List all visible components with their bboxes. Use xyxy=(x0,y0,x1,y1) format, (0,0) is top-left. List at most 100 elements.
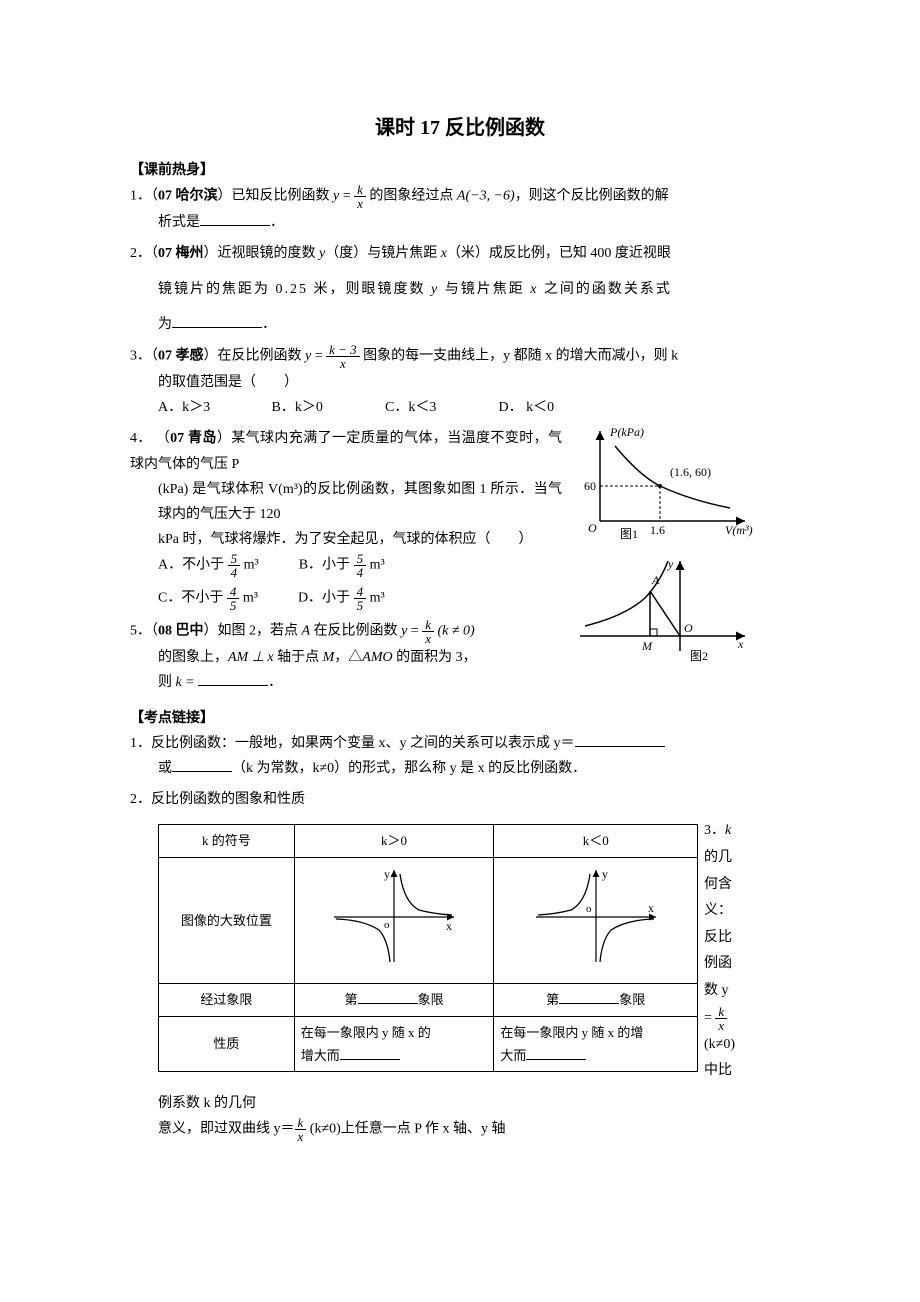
text: 中比 xyxy=(704,1063,732,1078)
axis-y-label: P(kPa) xyxy=(609,426,644,439)
text: 之间的函数关系式 xyxy=(538,282,672,297)
q5-source: 08 巴中 xyxy=(158,624,204,639)
text: 在每一象限内 y 随 x 的增 xyxy=(500,1025,643,1040)
unit: m³ xyxy=(366,558,385,573)
q2-line3: 为． xyxy=(158,312,790,337)
opt-a: A．不小于 54 m³ xyxy=(158,552,259,579)
label-m: M xyxy=(641,639,653,653)
text: ）在反比例函数 xyxy=(204,349,306,364)
perp: AM ⊥ x xyxy=(228,650,274,665)
q2-prefix: 2．（ xyxy=(130,246,158,261)
text: B．小于 xyxy=(299,558,354,573)
graph-k-positive: y x o xyxy=(324,862,464,972)
q1-mid3: ，则这个反比例函数的解 xyxy=(515,189,669,204)
table-row: 图像的大致位置 y x o xyxy=(159,857,698,983)
table-row: k 的符号 k＞0 k＜0 xyxy=(159,825,698,857)
p3-frac: kx xyxy=(295,1116,307,1143)
blank xyxy=(172,758,232,772)
opt-d: D． k＜0 xyxy=(499,395,609,420)
text: = xyxy=(407,624,422,639)
blank xyxy=(559,991,619,1004)
cell: 第象限 xyxy=(494,984,698,1016)
frac-den: 5 xyxy=(354,599,367,612)
p1-line2: 或（k 为常数，k≠0）的形式，那么称 y 是 x 的反比例函数． xyxy=(158,756,790,781)
origin: o xyxy=(384,919,390,931)
text: 3． xyxy=(704,823,725,838)
text: 数 y xyxy=(704,983,729,998)
question-3: 3．（07 孝感）在反比例函数 y = k − 3x 图象的每一支曲线上，y 都… xyxy=(130,343,790,420)
text: 意义，即过双曲线 y＝ xyxy=(158,1122,295,1137)
frac-den: x xyxy=(715,1019,727,1032)
text: C．不小于 xyxy=(158,591,227,606)
text: 例函 xyxy=(704,956,732,971)
q1-source: 07 哈尔滨 xyxy=(158,189,218,204)
blank xyxy=(575,733,665,747)
q4-q5-block: 4． （07 青岛）某气球内充满了一定质量的气体，当温度不变时，气球内气体的气压… xyxy=(130,426,790,701)
cell: 在每一象限内 y 随 x 的增大而 xyxy=(294,1016,494,1072)
text: 反比 xyxy=(704,930,732,945)
q5-line2: 的图象上，AM ⊥ x 轴于点 M，△AMO 的面积为 3， xyxy=(158,645,562,670)
frac-num: k xyxy=(422,618,434,632)
figures: P(kPa) V(m³) 60 1.6 (1.6, 60) O 图1 A M O… xyxy=(570,426,790,674)
origin: O xyxy=(588,521,597,535)
text: 增大而 xyxy=(301,1048,340,1063)
axis-y: y xyxy=(667,557,674,571)
text: 1．反比例函数：一般地，如果两个变量 x、y 之间的关系可以表示成 y＝ xyxy=(130,736,575,751)
q5-frac: kx xyxy=(422,618,434,645)
figure-1: P(kPa) V(m³) 60 1.6 (1.6, 60) O 图1 xyxy=(570,426,760,546)
opt-a: A．k＞3 xyxy=(158,395,268,420)
q1-mid2: 的图象经过点 xyxy=(366,189,457,204)
label-a: A xyxy=(651,573,660,587)
q1-line2: 析式是． xyxy=(158,210,790,235)
frac-num: k xyxy=(295,1116,307,1130)
q2-source: 07 梅州 xyxy=(158,246,204,261)
period: ． xyxy=(268,675,282,690)
unit: m³ xyxy=(366,591,385,606)
text: 在反比例函数 xyxy=(310,624,401,639)
period: ． xyxy=(262,317,276,332)
frac: 54 xyxy=(354,552,367,579)
q5-prefix: 5．（ xyxy=(130,624,158,639)
axis-x: x xyxy=(648,901,654,915)
fig1-caption: 图1 xyxy=(620,527,638,541)
page-title: 课时 17 反比例函数 xyxy=(130,110,790,146)
text: 图象的每一支曲线上，y 都随 x 的增大而减小，则 k xyxy=(360,349,679,364)
text: 析式是 xyxy=(158,215,200,230)
q4-source: 07 青岛 xyxy=(170,431,217,446)
cell: 经过象限 xyxy=(159,984,295,1016)
q3-line2: 的取值范围是（ ） xyxy=(158,370,790,395)
q1-frac: kx xyxy=(354,183,366,210)
unit: m³ xyxy=(240,558,259,573)
question-2: 2．（07 梅州）近视眼镜的度数 y（度）与镜片焦距 x（米）成反比例，已知 4… xyxy=(130,241,790,337)
q2-line2: 镜镜片的焦距为 0.25 米，则眼镜度数 y 与镜片焦距 x 之间的函数关系式 xyxy=(158,277,790,302)
text: 第 xyxy=(345,992,358,1007)
var-k: k xyxy=(725,823,731,838)
frac-num: 5 xyxy=(354,552,367,566)
text: (k≠0)上任意一点 P 作 x 轴、y 轴 xyxy=(306,1122,505,1137)
frac-den: x xyxy=(295,1130,307,1143)
frac: 45 xyxy=(354,585,367,612)
question-5: 5．（08 巴中）如图 2，若点 A 在反比例函数 y = kx (k ≠ 0)… xyxy=(130,618,562,695)
p3-line2: 意义，即过双曲线 y＝kx (k≠0)上任意一点 P 作 x 轴、y 轴 xyxy=(158,1116,790,1143)
opt-c: C．k＜3 xyxy=(385,395,495,420)
text: 例系数 k 的几何 xyxy=(158,1091,790,1116)
q1-prefix: 1．（ xyxy=(130,189,158,204)
frac-den: 4 xyxy=(228,566,241,579)
axis-y: y xyxy=(384,867,390,881)
text: 的几 xyxy=(704,850,732,865)
text: 在每一象限内 y 随 x 的 xyxy=(301,1025,431,1040)
tick-x: 1.6 xyxy=(650,523,665,537)
cell: 在每一象限内 y 随 x 的增大而 xyxy=(494,1016,698,1072)
side-point-3: 3．k 的几 何含 义： 反比 例函 数 y = kx (k≠0) 中比 xyxy=(698,818,790,1085)
tri: AMO xyxy=(362,650,392,665)
blank xyxy=(198,672,268,686)
text: 大而 xyxy=(500,1048,526,1063)
opt-b: B．小于 54 m³ xyxy=(299,552,385,579)
frac-num: 5 xyxy=(228,552,241,566)
graph-pos-cell: y x o xyxy=(294,857,494,983)
text: = xyxy=(311,349,326,364)
fig2-caption: 图2 xyxy=(690,649,708,663)
blank xyxy=(358,991,418,1004)
frac: 54 xyxy=(228,552,241,579)
q3-prefix: 3．（ xyxy=(130,349,158,364)
